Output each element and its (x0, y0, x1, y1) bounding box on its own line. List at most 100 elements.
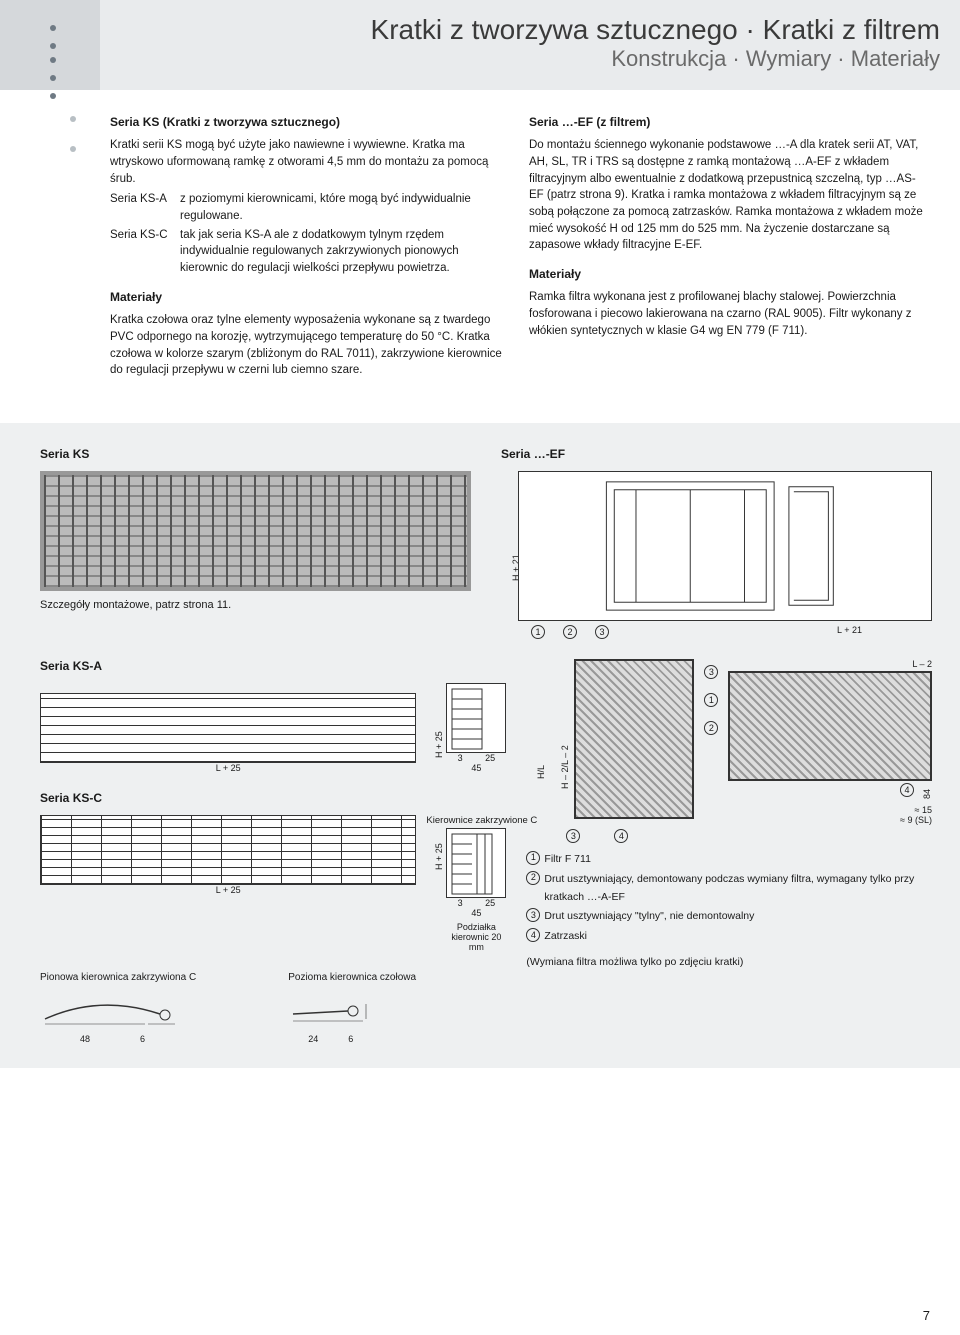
dot-icon (50, 43, 56, 49)
callout-4: 4 (526, 928, 540, 942)
legend-text: Filtr F 711 (544, 851, 932, 869)
figure-row-1: Seria KS Szczegóły montażowe, patrz stro… (40, 447, 932, 639)
dim-label: 24 (308, 1034, 318, 1044)
series-ef-heading: Seria …-EF (z filtrem) (529, 114, 924, 131)
callout-4: 4 (900, 783, 914, 797)
footer-note: (Wymiana filtra możliwa tylko po zdjęciu… (526, 956, 932, 968)
ef-section-v (574, 659, 694, 819)
dim-v: H + 25 (424, 703, 438, 773)
dim-label: H/L (536, 765, 546, 779)
dim-v: H + 25 (424, 815, 438, 885)
page-header: Kratki z tworzywa sztucznego · Kratki z … (0, 0, 960, 90)
drawing-svg (519, 472, 931, 620)
materials-heading: Materiały (529, 266, 924, 283)
callout-4: 4 (614, 829, 628, 843)
dim-label: L + 25 (40, 885, 416, 895)
page-subtitle: Konstrukcja · Wymiary · Materiały (120, 46, 940, 72)
right-figs: H/L H – 2/L – 2 3 1 2 (526, 659, 932, 1044)
ksa-front (40, 693, 416, 763)
fig-label: Seria KS-C (40, 791, 506, 805)
header-dots (0, 0, 100, 90)
callout-1: 1 (531, 625, 545, 639)
callout-3: 3 (566, 829, 580, 843)
dim-label: 84 (922, 789, 932, 799)
callout-1: 1 (526, 851, 540, 865)
materials-text: Kratka czołowa oraz tylne elementy wypos… (110, 312, 505, 379)
hatch-icon (575, 660, 693, 818)
dim-label: 6 (140, 1034, 145, 1044)
dot-icon (50, 75, 56, 81)
dim-label: ≈ 15 (728, 805, 932, 815)
ks-variants: Seria KS-A z poziomymi kierownicami, któ… (110, 191, 505, 276)
left-column: Seria KS (Kratki z tworzywa sztucznego) … (110, 114, 505, 383)
dim-label: L + 25 (40, 763, 416, 773)
dim-label: 25 (485, 898, 495, 908)
blade-profiles: Pionowa kierownica zakrzywiona C 48 6 Po… (40, 972, 506, 1044)
ef-section-h (728, 671, 932, 781)
def-term: Seria KS-A (110, 191, 180, 224)
legend: 1 Filtr F 711 2 Drut usztywniający, demont… (526, 851, 932, 946)
fig-label: Seria KS (40, 447, 471, 461)
poz-label: Pozioma kierownica czołowa (288, 972, 506, 983)
poz-profile-svg (288, 989, 388, 1029)
callout-2: 2 (563, 625, 577, 639)
figures-block: Seria KS Szczegóły montażowe, patrz stro… (0, 423, 960, 1068)
fig-ks: Seria KS Szczegóły montażowe, patrz stro… (40, 447, 471, 639)
legend-text: Zatrzaski (544, 928, 932, 946)
dot-icon (70, 146, 76, 152)
content: Seria KS (Kratki z tworzywa sztucznego) … (0, 90, 960, 383)
figure-row-2: Seria KS-A L + 25 H + 25 (40, 659, 932, 1044)
ef-sections: H/L H – 2/L – 2 3 1 2 (526, 659, 932, 825)
dim-label: H + 25 (434, 731, 444, 758)
dot-icon (50, 25, 56, 31)
spacing-label: Podziałka kierownic 20 mm (446, 922, 506, 952)
dim-label: ≈ 9 (SL) (728, 815, 932, 825)
callout-2: 2 (526, 871, 540, 885)
text-columns: Seria KS (Kratki z tworzywa sztucznego) … (110, 114, 924, 383)
ef-front-drawing (518, 471, 932, 621)
dim-label: 45 (446, 763, 506, 773)
def-row: Seria KS-C tak jak seria KS-A ale z doda… (110, 227, 505, 277)
callout-3: 3 (595, 625, 609, 639)
fig-ef: Seria …-EF H + 21 (501, 447, 932, 639)
dot-icon (50, 57, 56, 63)
callouts: 1 2 3 (531, 625, 613, 639)
callout-2: 2 (704, 721, 718, 735)
ksc-side (446, 828, 506, 898)
fig-label: Seria …-EF (501, 447, 932, 461)
dot-icon (70, 116, 76, 122)
legend-text: Drut usztywniający, demontowany podczas … (544, 871, 932, 907)
materials-heading: Materiały (110, 289, 505, 306)
dim-label: 3 (458, 753, 463, 763)
callout-3: 3 (526, 908, 540, 922)
left-figs: Seria KS-A L + 25 H + 25 (40, 659, 506, 1044)
callout-1: 1 (704, 693, 718, 707)
header-title-block: Kratki z tworzywa sztucznego · Kratki z … (100, 0, 960, 90)
grille-photo (40, 471, 471, 591)
right-column: Seria …-EF (z filtrem) Do montażu ścienn… (529, 114, 924, 383)
assembly-note: Szczegóły montażowe, patrz strona 11. (40, 599, 471, 611)
callout-3: 3 (704, 665, 718, 679)
def-row: Seria KS-A z poziomymi kierownicami, któ… (110, 191, 505, 224)
pion-label: Pionowa kierownica zakrzywiona C (40, 972, 258, 983)
ks-intro: Kratki serii KS mogą być użyte jako nawi… (110, 137, 505, 187)
dim-label: H + 25 (434, 843, 444, 870)
series-ks-heading: Seria KS (Kratki z tworzywa sztucznego) (110, 114, 505, 131)
dim-label: H – 2/L – 2 (560, 745, 570, 789)
ksc-front (40, 815, 416, 885)
materials-text: Ramka filtra wykonana jest z profilowane… (529, 289, 924, 339)
drawing-svg (447, 829, 507, 899)
dim-label: L – 2 (728, 659, 932, 669)
ef-intro: Do montażu ściennego wykonanie podstawow… (529, 137, 924, 254)
fig-label: Seria KS-A (40, 659, 506, 673)
pion-profile-svg (40, 989, 180, 1029)
page-number: 7 (923, 1308, 930, 1323)
page-title: Kratki z tworzywa sztucznego · Kratki z … (120, 14, 940, 46)
legend-text: Drut usztywniający "tylny", nie demontow… (544, 908, 932, 926)
dim-label: 25 (485, 753, 495, 763)
def-desc: z poziomymi kierownicami, które mogą być… (180, 191, 505, 224)
side-dots (70, 116, 76, 176)
dim-label: 6 (348, 1034, 353, 1044)
hatch-icon (729, 672, 931, 780)
kier-label: Kierownice zakrzywione C (426, 815, 506, 826)
